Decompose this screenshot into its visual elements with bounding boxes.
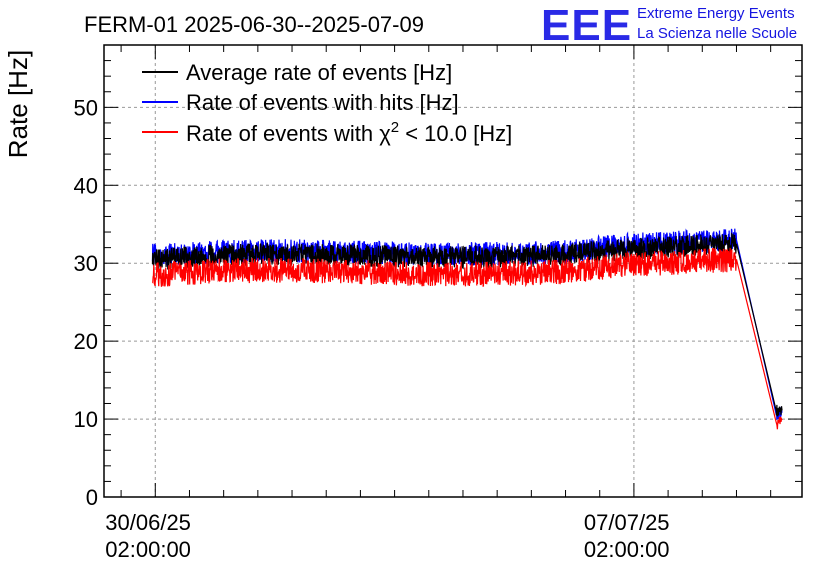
y-tick-label: 40: [74, 173, 98, 198]
x-tick-label-date: 30/06/25: [105, 510, 191, 535]
legend-entry-chi2: Rate of events with χ2 < 10.0 [Hz]: [186, 119, 512, 146]
legend-entry-average: Average rate of events [Hz]: [186, 60, 452, 85]
series-line-hits: [151, 228, 783, 420]
y-axis-label: Rate [Hz]: [3, 50, 33, 158]
axes: [103, 44, 803, 498]
y-tick-label: 20: [74, 329, 98, 354]
y-tick-labels: 0 10 20 30 40 50: [74, 95, 98, 510]
eee-logo: EEE Extreme Energy Events La Scienza nel…: [541, 1, 797, 50]
x-tick-label-time: 02:00:00: [584, 537, 670, 562]
logo-mark: EEE: [541, 1, 632, 50]
series-line-chi2: [152, 247, 783, 430]
logo-line-1: Extreme Energy Events: [637, 5, 795, 22]
y-tick-label: 50: [74, 95, 98, 120]
y-tick-label: 10: [74, 407, 98, 432]
y-tick-label: 0: [86, 485, 98, 510]
legend: Average rate of events [Hz] Rate of even…: [142, 60, 512, 146]
y-tick-label: 30: [74, 251, 98, 276]
series-layer: [151, 228, 783, 430]
chart-title: FERM-01 2025-06-30--2025-07-09: [84, 12, 424, 37]
x-tick-label-time: 02:00:00: [105, 537, 191, 562]
legend-entry-hits: Rate of events with hits [Hz]: [186, 90, 459, 115]
plot-frame: [103, 44, 803, 498]
x-tick-label-date: 07/07/25: [584, 510, 670, 535]
logo-line-2: La Scienza nelle Scuole: [637, 25, 797, 42]
